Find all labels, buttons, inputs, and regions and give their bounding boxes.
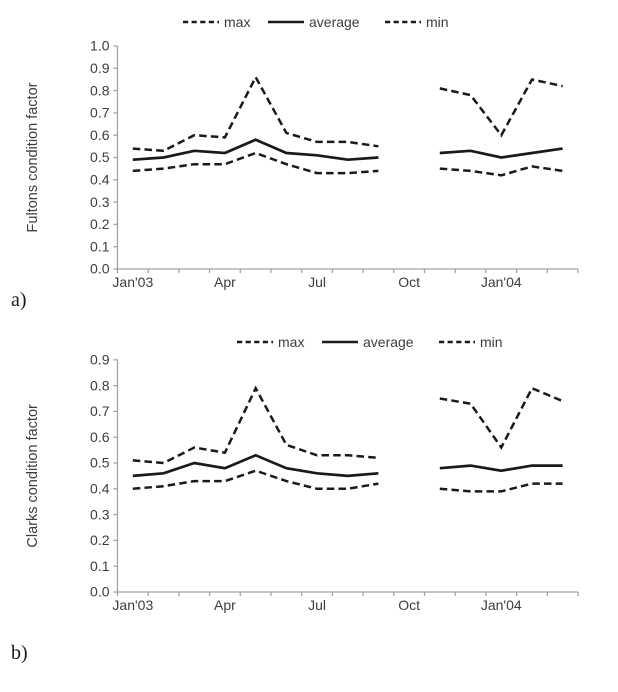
y-tick-label-b: 0.9: [90, 352, 110, 368]
y-tick-label-a: 0.6: [90, 127, 110, 143]
legend-label-max-a: max: [224, 14, 250, 30]
legend-label-max-b: max: [278, 334, 304, 350]
series-average-line-a-seg2: [439, 147, 563, 159]
x-tick-label-a: Oct: [398, 274, 420, 290]
y-tick-label-a: 0.1: [90, 238, 110, 254]
panel-label-b: b): [11, 642, 28, 664]
legend-label-min-b: min: [480, 334, 503, 350]
series-max-line-b-seg1: [132, 385, 379, 465]
series-min-line-b-seg2: [439, 482, 563, 493]
series-min-line-a-seg2: [439, 165, 563, 177]
y-tick-label-b: 0.5: [90, 455, 110, 471]
x-tick-label-b: Jan'04: [481, 597, 522, 613]
y-tick-label-a: 0.8: [90, 82, 110, 98]
y-tick-label-a: 0.9: [90, 60, 110, 76]
y-tick-label-b: 0.7: [90, 403, 110, 419]
series-max-line-a-seg2: [439, 78, 563, 138]
x-tick-label-a: Jan'04: [481, 274, 522, 290]
y-tick-label-a: 0.3: [90, 194, 110, 210]
series-average-line-a-seg1: [132, 138, 379, 162]
y-axis-title-a: Fultons condition factor: [25, 82, 41, 232]
series-average-line-b-seg2: [439, 464, 563, 473]
x-tick-label-b: Oct: [398, 597, 420, 613]
y-axis-title-b: Clarks condition factor: [25, 404, 41, 548]
y-tick-label-a: 0.2: [90, 216, 110, 232]
series-max-line-b-seg2: [439, 386, 564, 450]
legend-label-average-a: average: [309, 14, 360, 30]
series-min-line-a-seg1: [132, 151, 379, 175]
series-min-line-b-seg1: [132, 469, 379, 491]
y-tick-label-b: 0.4: [90, 481, 110, 497]
y-tick-label-a: 0.0: [90, 261, 110, 277]
y-tick-label-b: 0.1: [90, 558, 110, 574]
y-tick-label-a: 0.5: [90, 149, 110, 165]
x-tick-label-a: Jan'03: [112, 274, 153, 290]
series-average-line-b-seg1: [132, 453, 379, 478]
panel-label-a: a): [11, 289, 27, 311]
y-tick-label-b: 0.8: [90, 377, 110, 393]
x-tick-label-b: Jan'03: [112, 597, 153, 613]
y-tick-label-a: 0.7: [90, 105, 110, 121]
y-tick-label-a: 1.0: [90, 38, 110, 54]
y-tick-label-b: 0.0: [90, 584, 110, 600]
y-tick-label-b: 0.6: [90, 429, 110, 445]
y-tick-label-a: 0.4: [90, 172, 110, 188]
legend-label-min-a: min: [426, 14, 449, 30]
series-max-line-a-seg1: [132, 74, 379, 153]
legend-label-average-b: average: [363, 334, 414, 350]
y-tick-label-b: 0.3: [90, 506, 110, 522]
x-tick-label-b: Apr: [214, 597, 236, 613]
x-tick-label-b: Jul: [308, 597, 326, 613]
x-tick-label-a: Jul: [308, 274, 326, 290]
x-tick-label-a: Apr: [214, 274, 236, 290]
y-tick-label-b: 0.2: [90, 532, 110, 548]
